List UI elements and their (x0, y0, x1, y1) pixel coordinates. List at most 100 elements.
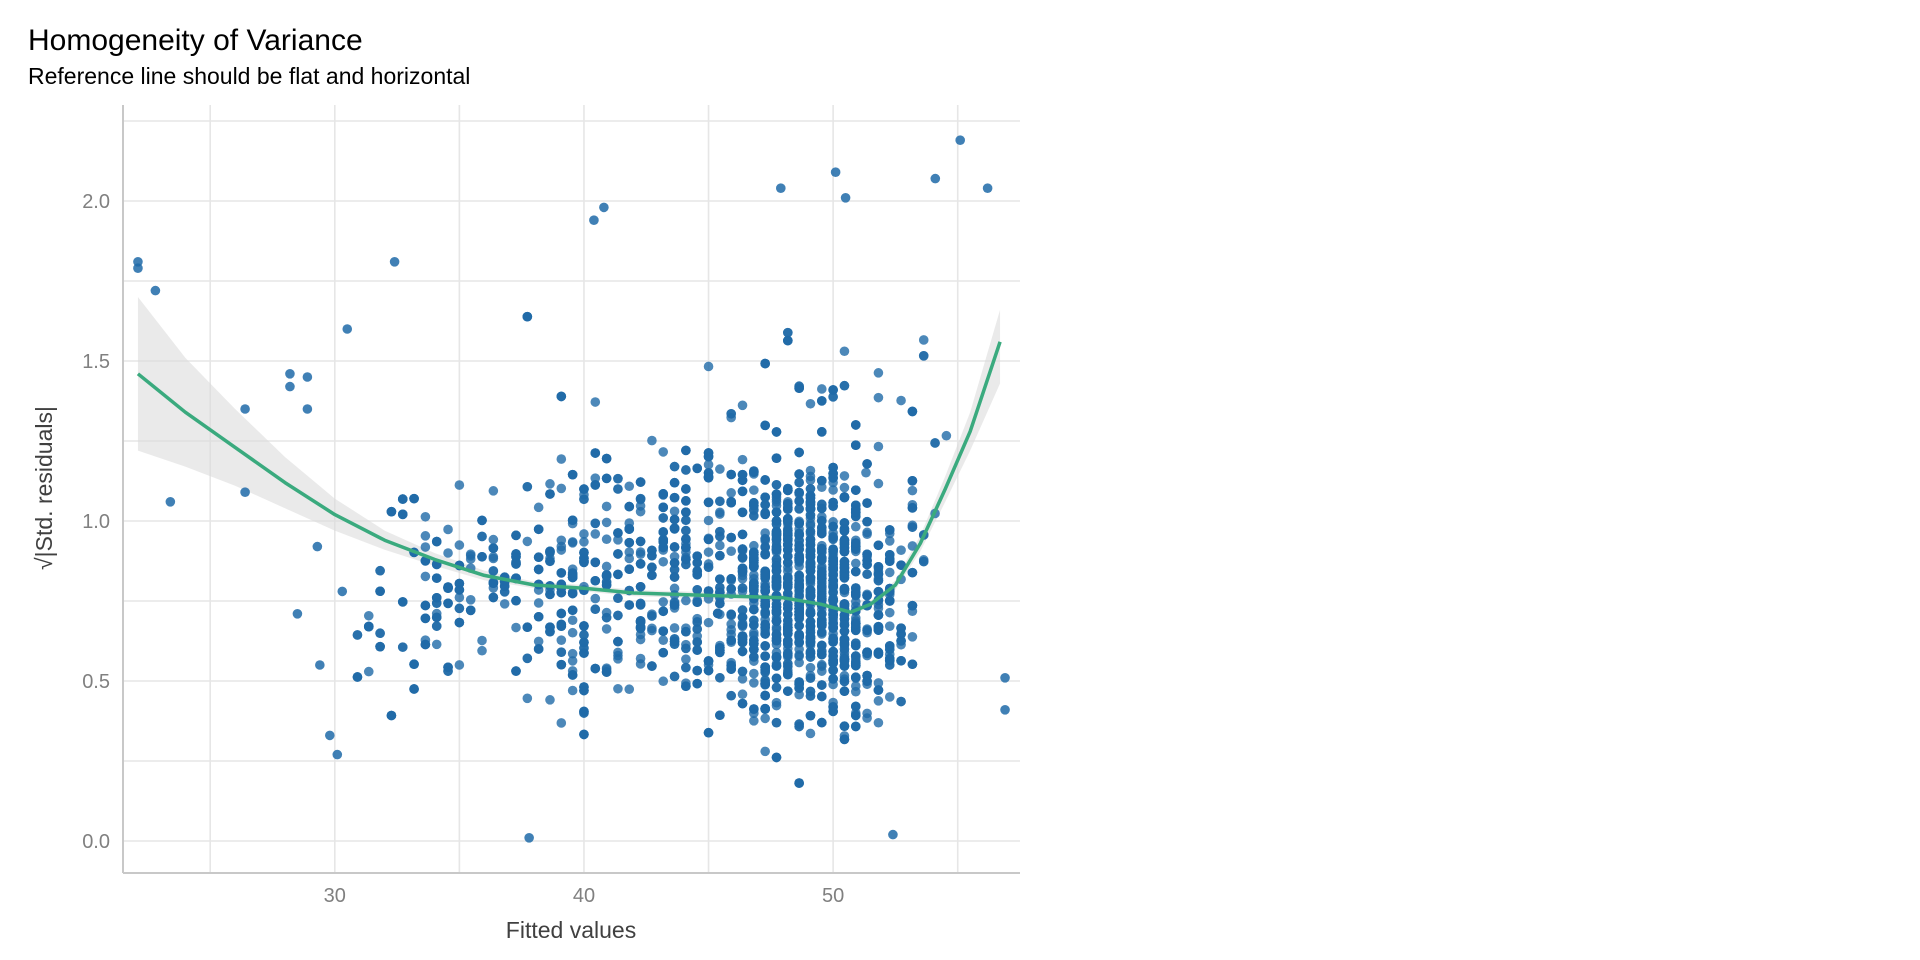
data-point (749, 704, 759, 714)
data-point (771, 635, 782, 646)
data-point (715, 496, 725, 507)
data-point (715, 550, 725, 561)
data-point (816, 427, 827, 437)
data-point (771, 561, 782, 571)
data-point (375, 628, 385, 639)
data-point (737, 646, 748, 657)
data-point (896, 696, 906, 707)
data-point (873, 678, 884, 688)
data-point (590, 529, 601, 539)
data-point (828, 473, 838, 483)
data-point (556, 718, 567, 728)
data-point (850, 558, 861, 569)
data-point (805, 633, 816, 644)
data-point (337, 586, 348, 597)
data-point (556, 454, 567, 464)
data-point (624, 501, 635, 512)
data-point (454, 603, 465, 614)
data-point (850, 590, 861, 600)
data-point (873, 717, 884, 728)
data-point (737, 674, 748, 684)
data-point (431, 639, 442, 650)
data-point (873, 561, 884, 572)
data-point (776, 183, 786, 193)
data-point (805, 483, 816, 494)
data-point (805, 526, 816, 537)
data-point (805, 546, 816, 557)
data-point (783, 514, 793, 525)
data-point (783, 686, 793, 696)
data-point (431, 536, 442, 547)
data-point (737, 698, 748, 709)
data-point (783, 327, 793, 338)
data-point (1000, 705, 1010, 715)
data-point (703, 727, 714, 738)
data-point (389, 257, 400, 267)
data-point (590, 604, 601, 615)
data-point (760, 662, 770, 672)
data-point (839, 676, 850, 687)
data-point (896, 395, 906, 406)
data-point (726, 546, 736, 557)
data-point (737, 666, 748, 677)
data-point (930, 438, 940, 448)
data-point (828, 587, 838, 598)
data-point (692, 637, 703, 647)
data-point (454, 592, 465, 603)
data-point (749, 644, 759, 655)
data-point (760, 651, 770, 661)
data-point (828, 702, 838, 712)
data-point (873, 647, 884, 658)
data-point (873, 569, 884, 579)
data-point (749, 668, 759, 679)
data-point (896, 545, 906, 555)
data-point (783, 599, 793, 610)
data-point (420, 613, 431, 624)
data-point (511, 549, 521, 559)
data-point (760, 549, 770, 560)
data-point (579, 537, 589, 547)
data-point (488, 486, 499, 496)
data-point (839, 562, 850, 573)
data-point (828, 674, 838, 684)
data-point (150, 285, 161, 296)
smooth-line (136, 341, 1002, 614)
data-point (556, 391, 567, 402)
data-point (850, 500, 861, 511)
data-point (567, 656, 578, 666)
data-point (850, 701, 861, 712)
data-point (567, 537, 578, 547)
data-point (613, 569, 623, 580)
data-point (941, 430, 952, 441)
data-point (647, 562, 657, 573)
data-point (816, 680, 827, 690)
data-point (816, 384, 827, 394)
data-point (579, 553, 589, 564)
data-point (783, 525, 793, 536)
data-point (488, 566, 499, 576)
data-point (420, 571, 431, 582)
data-point (635, 653, 646, 664)
data-point (771, 602, 782, 612)
data-point (907, 632, 918, 642)
data-point (794, 581, 804, 591)
data-point (545, 695, 555, 705)
data-points (133, 135, 1010, 843)
data-point (454, 480, 465, 490)
data-point (522, 536, 533, 547)
data-point (511, 666, 521, 676)
data-point (613, 654, 623, 664)
data-point (771, 507, 782, 517)
data-point (907, 406, 918, 417)
data-point (896, 560, 906, 570)
data-point (579, 648, 589, 658)
data-point (715, 574, 725, 584)
data-point (715, 598, 725, 609)
data-point (839, 546, 850, 557)
data-point (816, 503, 827, 514)
x-axis-title: Fitted values (506, 917, 636, 943)
data-point (907, 659, 918, 670)
data-point (805, 648, 816, 659)
y-tick-label: 1.5 (82, 351, 110, 373)
data-point (332, 749, 343, 760)
